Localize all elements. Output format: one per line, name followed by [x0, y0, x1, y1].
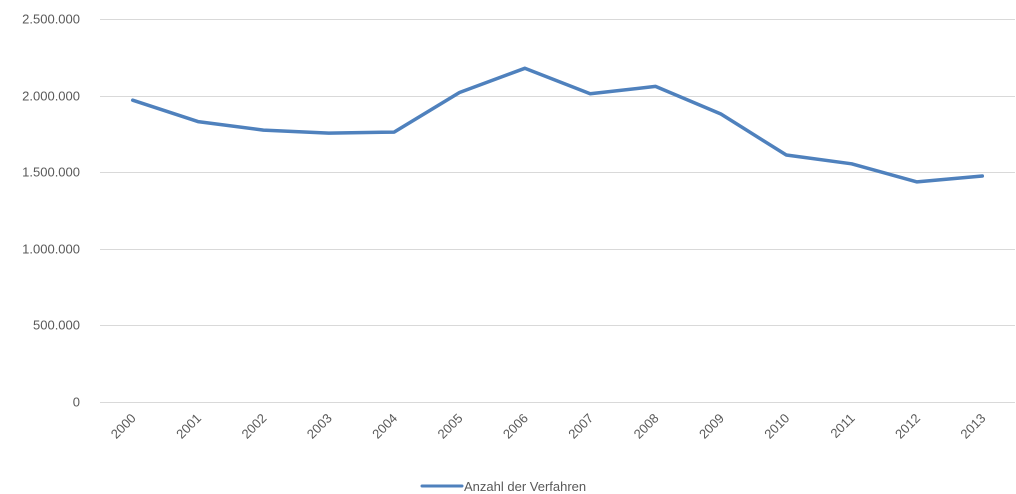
- x-tick-label: 2008: [631, 411, 662, 442]
- x-tick-label: 2006: [500, 411, 531, 442]
- legend: Anzahl der Verfahren: [420, 479, 586, 494]
- x-tick-label: 2009: [696, 411, 727, 442]
- y-tick-label: 2.000.000: [22, 89, 80, 104]
- y-axis-ticks: 0 500.000 1.000.000 1.500.000 2.000.000 2.500…: [22, 12, 80, 410]
- x-axis-ticks: 2000 2001 2002 2003 2004 2005 2006 2007 2008 2009…: [108, 411, 989, 442]
- x-tick-label: 2013: [957, 411, 988, 442]
- x-tick-label: 2003: [304, 411, 335, 442]
- y-tick-label: 1.500.000: [22, 165, 80, 180]
- x-tick-label: 2005: [435, 411, 466, 442]
- legend-label: Anzahl der Verfahren: [464, 479, 586, 494]
- y-tick-label: 500.000: [33, 318, 80, 333]
- x-tick-label: 2007: [565, 411, 596, 442]
- x-tick-label: 2012: [892, 411, 923, 442]
- y-tick-label: 0: [73, 395, 80, 410]
- y-tick-label: 2.500.000: [22, 12, 80, 27]
- x-tick-label: 2000: [108, 411, 139, 442]
- series-line: [130, 66, 985, 184]
- gridlines: [100, 19, 1015, 403]
- x-tick-label: 2002: [238, 411, 269, 442]
- x-tick-label: 2004: [369, 411, 400, 442]
- y-tick-label: 1.000.000: [22, 242, 80, 257]
- x-tick-label: 2001: [173, 411, 204, 442]
- x-tick-label: 2010: [761, 411, 792, 442]
- x-tick-label: 2011: [827, 411, 857, 441]
- series-layer: [130, 66, 985, 184]
